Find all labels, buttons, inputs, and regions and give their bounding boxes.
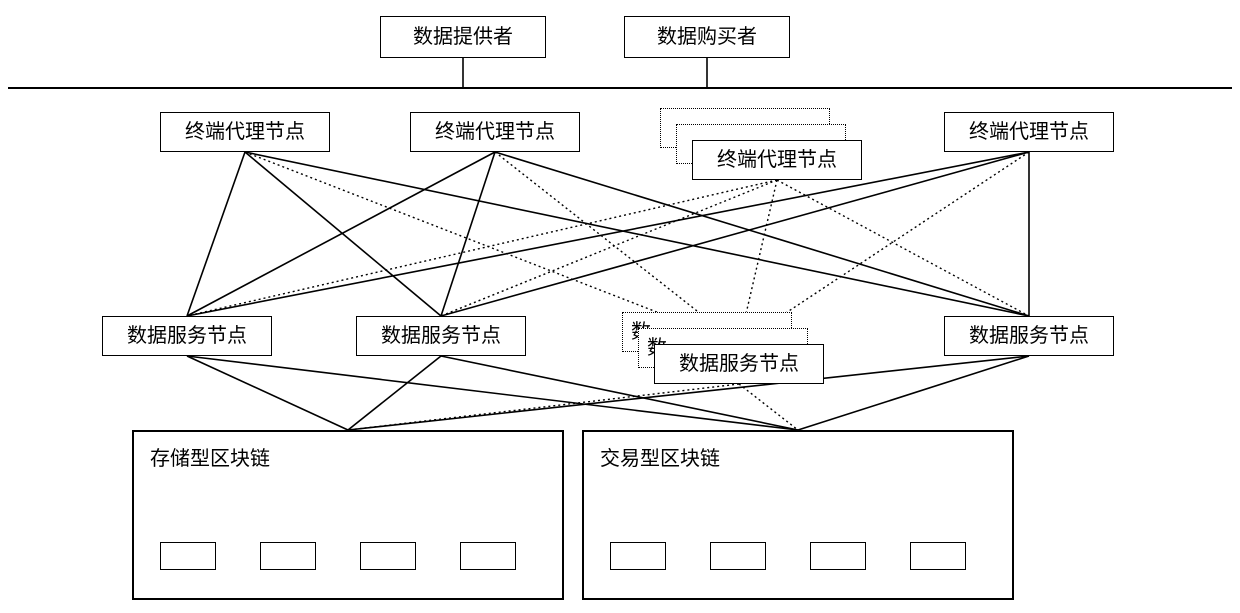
chain-block: [460, 542, 516, 570]
proxy-node: 终端代理节点: [944, 112, 1114, 152]
chain-block: [910, 542, 966, 570]
actor-provider: 数据提供者: [380, 16, 546, 58]
proxy-node: 终端代理节点: [692, 140, 862, 180]
diagram-canvas: 数据提供者 数据购买者 终端代理节点 终端代理节点 终端代理节点 终端代理节点 …: [0, 0, 1240, 613]
panel-tx-title: 交易型区块链: [600, 442, 720, 471]
service-node: 数据服务节点: [654, 344, 824, 384]
chain-block: [610, 542, 666, 570]
proxy-node: 终端代理节点: [410, 112, 580, 152]
service-node: 数据服务节点: [944, 316, 1114, 356]
chain-block: [810, 542, 866, 570]
actor-buyer: 数据购买者: [624, 16, 790, 58]
panel-storage-title: 存储型区块链: [150, 442, 270, 471]
service-node: 数据服务节点: [356, 316, 526, 356]
chain-block: [160, 542, 216, 570]
service-node: 数据服务节点: [102, 316, 272, 356]
chain-block: [360, 542, 416, 570]
chain-block: [710, 542, 766, 570]
chain-block: [260, 542, 316, 570]
proxy-node: 终端代理节点: [160, 112, 330, 152]
